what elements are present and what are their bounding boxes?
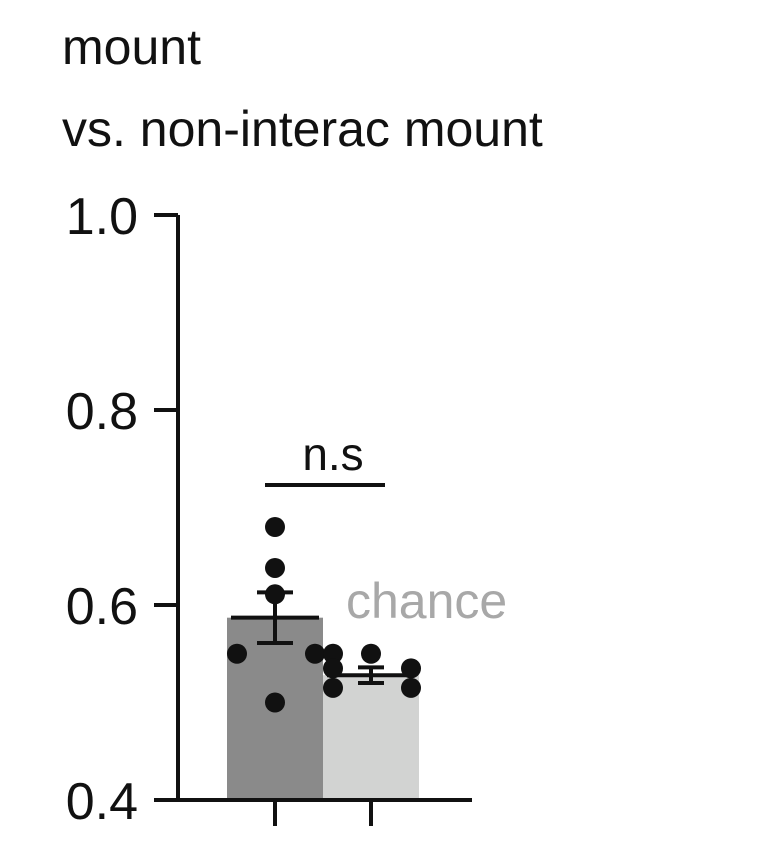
data-point-0-2 xyxy=(265,584,285,605)
data-point-1-4 xyxy=(323,677,343,698)
data-point-0-0 xyxy=(265,517,285,537)
data-point-1-0 xyxy=(323,643,343,664)
chart-title-line-2: vs. non-interac mount xyxy=(62,101,543,157)
significance-label: n.s xyxy=(302,428,363,480)
data-point-0-4 xyxy=(305,643,325,664)
data-point-0-5 xyxy=(265,692,285,713)
data-point-0-1 xyxy=(265,557,285,578)
data-points-layer xyxy=(227,517,421,713)
chart-title-line-1: mount xyxy=(62,19,201,75)
data-point-1-5 xyxy=(401,677,421,698)
y-tick-label-1: 0.8 xyxy=(66,383,138,441)
data-point-1-1 xyxy=(361,643,381,664)
axes-layer xyxy=(176,215,472,826)
data-point-1-3 xyxy=(401,658,421,679)
y-ticks-layer: 1.0 0.8 0.6 0.4 xyxy=(66,188,178,831)
chance-label: chance xyxy=(346,573,507,629)
bar-1 xyxy=(323,675,419,800)
annotations-layer: n.s chance xyxy=(265,428,507,629)
y-tick-label-2: 0.6 xyxy=(66,578,138,636)
bars-layer xyxy=(227,617,419,800)
y-tick-label-0: 1.0 xyxy=(66,188,138,246)
data-point-1-2 xyxy=(323,658,343,679)
y-tick-label-3: 0.4 xyxy=(66,773,138,831)
data-point-0-3 xyxy=(227,643,247,664)
